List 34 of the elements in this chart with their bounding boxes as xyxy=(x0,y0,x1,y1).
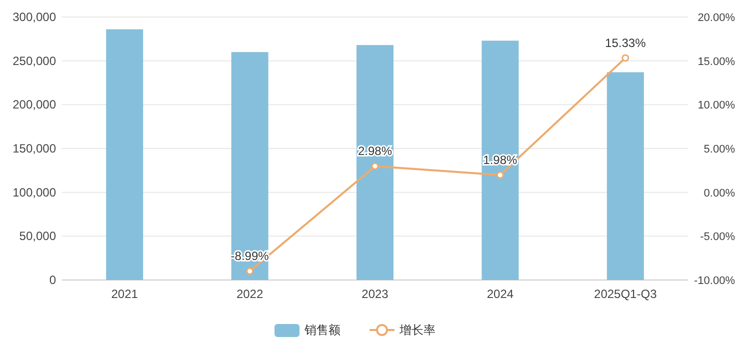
bar xyxy=(356,45,394,280)
y-tick-label: 100,000 xyxy=(12,185,56,200)
y2-tick-label: 20.00% xyxy=(698,12,736,24)
y2-tick-label: 0.00% xyxy=(704,187,736,200)
y-tick-label: 300,000 xyxy=(12,10,56,24)
x-tick-label: 2022 xyxy=(236,287,264,301)
bar xyxy=(482,40,519,280)
point xyxy=(622,54,630,62)
bar xyxy=(106,29,144,280)
x-tick-label: 2023 xyxy=(362,287,389,301)
y-tick-label: 150,000 xyxy=(12,142,56,156)
y2-tick-label: -10.00% xyxy=(694,275,736,287)
x-tick-label: 2025Q1-Q3 xyxy=(594,287,658,301)
data-label: -8.99% xyxy=(230,249,270,264)
y-tick-label: 0 xyxy=(49,273,56,287)
data-label: 15.33% xyxy=(605,36,646,50)
y-tick-label: 200,000 xyxy=(12,98,56,112)
y-tick-label: 50,000 xyxy=(19,229,56,244)
x-tick-label: 2024 xyxy=(486,287,514,301)
x-tick-label: 2021 xyxy=(111,287,138,301)
data-label: 2.98% xyxy=(358,144,392,158)
y2-tick-label: -5.00% xyxy=(700,231,736,244)
point xyxy=(246,267,254,275)
data-label: 1.98% xyxy=(483,152,518,167)
bar xyxy=(231,52,268,280)
y2-tick-label: 5.00% xyxy=(704,144,736,156)
bar xyxy=(606,72,644,280)
point xyxy=(371,162,379,170)
legend-label: 销售额 xyxy=(304,323,340,337)
y2-tick-label: 15.00% xyxy=(698,56,736,68)
legend-label: 增长率 xyxy=(398,323,436,337)
y-tick-label: 250,000 xyxy=(12,54,56,68)
point xyxy=(496,171,504,179)
y2-tick-label: 10.00% xyxy=(698,100,736,112)
